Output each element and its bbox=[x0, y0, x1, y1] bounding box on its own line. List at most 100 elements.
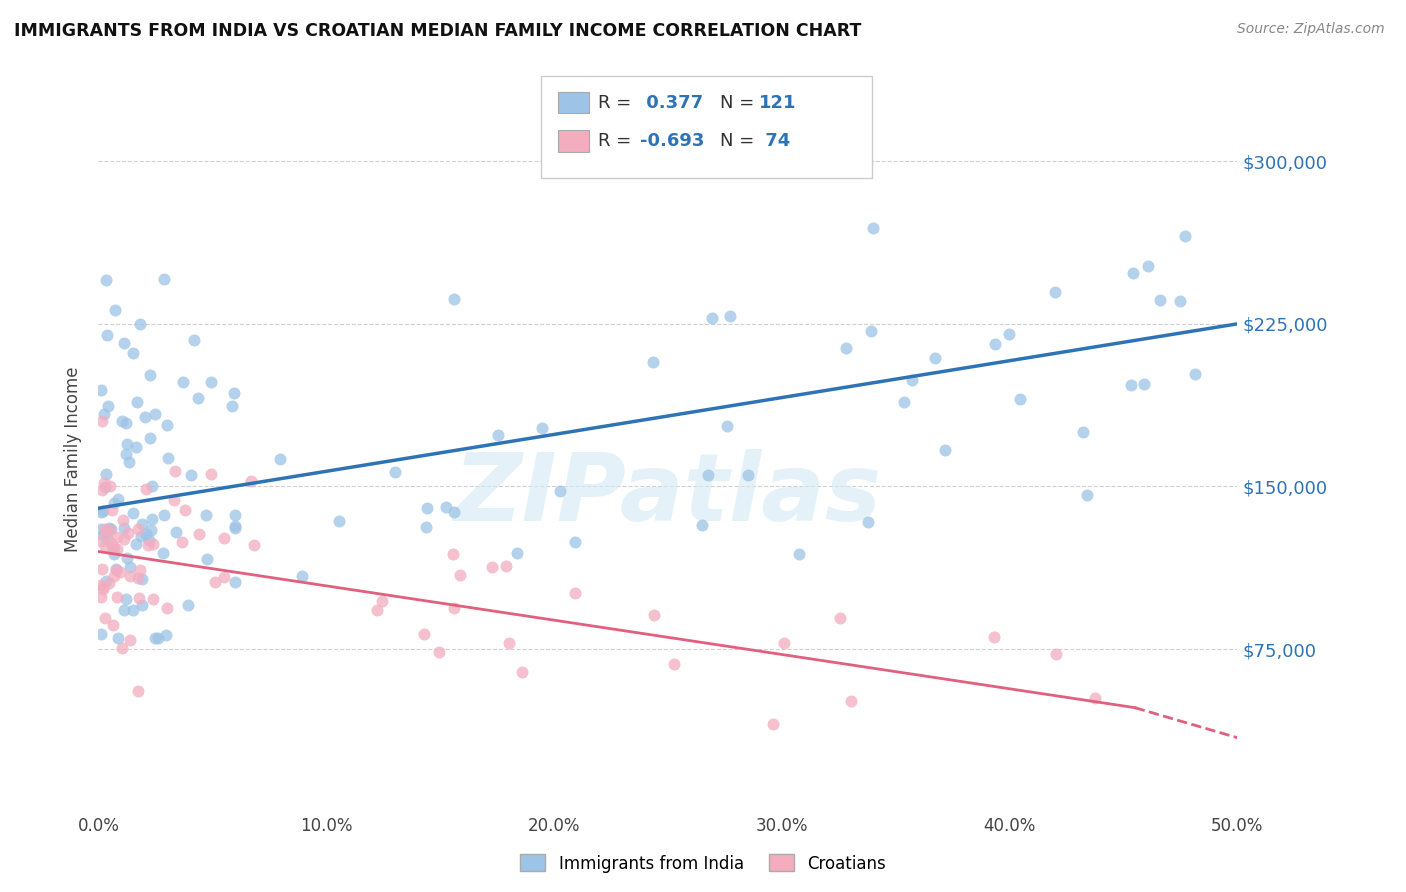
Point bbox=[641, 355, 664, 369]
Point bbox=[1132, 377, 1154, 392]
Point bbox=[110, 566, 132, 580]
Point bbox=[548, 483, 571, 498]
Point bbox=[105, 542, 128, 557]
Point bbox=[893, 394, 915, 409]
Point bbox=[118, 455, 141, 469]
Point bbox=[139, 368, 162, 383]
Point bbox=[153, 508, 176, 522]
Point bbox=[94, 273, 117, 287]
Point bbox=[101, 542, 124, 557]
Text: R =: R = bbox=[598, 132, 637, 150]
Point bbox=[101, 502, 124, 516]
Text: R =: R = bbox=[598, 94, 637, 112]
Point bbox=[112, 602, 135, 616]
Point bbox=[862, 221, 884, 235]
Point bbox=[1084, 691, 1107, 706]
Point bbox=[187, 391, 209, 405]
Point bbox=[112, 521, 135, 535]
Point bbox=[115, 591, 138, 606]
Point bbox=[118, 632, 141, 647]
Point bbox=[103, 569, 125, 583]
Point bbox=[924, 351, 946, 365]
Point bbox=[291, 569, 314, 583]
Point bbox=[141, 478, 163, 492]
Point bbox=[90, 591, 112, 605]
Point bbox=[860, 324, 883, 338]
Point bbox=[103, 496, 125, 510]
Point bbox=[200, 376, 222, 390]
Point bbox=[96, 467, 118, 481]
Point bbox=[129, 563, 152, 577]
Point bbox=[93, 475, 115, 490]
Point bbox=[120, 569, 142, 583]
Point bbox=[243, 538, 266, 552]
Point bbox=[90, 414, 112, 428]
Point bbox=[128, 317, 150, 331]
Point bbox=[103, 303, 125, 318]
Point bbox=[224, 521, 246, 535]
Point bbox=[441, 547, 464, 561]
Point bbox=[449, 568, 471, 582]
Point bbox=[143, 632, 166, 646]
Point bbox=[239, 474, 262, 488]
Point bbox=[498, 635, 520, 649]
Point bbox=[1045, 285, 1067, 299]
Point bbox=[138, 533, 160, 547]
Point bbox=[105, 530, 128, 544]
Point bbox=[416, 501, 439, 516]
Point bbox=[155, 627, 177, 641]
Point bbox=[983, 630, 1005, 644]
Point bbox=[1045, 648, 1067, 662]
Point bbox=[692, 517, 714, 532]
Point bbox=[107, 632, 129, 646]
Point bbox=[94, 480, 117, 494]
Point bbox=[125, 394, 148, 409]
Point bbox=[697, 467, 720, 482]
Point bbox=[1184, 367, 1206, 381]
Point bbox=[115, 447, 138, 461]
Point bbox=[117, 526, 139, 541]
Point bbox=[94, 526, 117, 541]
Point bbox=[195, 508, 218, 522]
Point bbox=[564, 586, 586, 600]
Point bbox=[366, 603, 388, 617]
Point bbox=[152, 546, 174, 560]
Text: 74: 74 bbox=[759, 132, 790, 150]
Point bbox=[124, 440, 146, 454]
Text: Source: ZipAtlas.com: Source: ZipAtlas.com bbox=[1237, 22, 1385, 37]
Text: -0.693: -0.693 bbox=[640, 132, 704, 150]
Point bbox=[224, 518, 246, 533]
Point bbox=[94, 611, 117, 625]
Point bbox=[142, 592, 165, 607]
Point bbox=[122, 346, 145, 360]
Point bbox=[111, 414, 134, 428]
Point bbox=[94, 522, 117, 536]
Point bbox=[93, 407, 115, 421]
Point bbox=[506, 546, 529, 560]
Point bbox=[415, 520, 437, 534]
Point bbox=[174, 503, 197, 517]
Point bbox=[835, 341, 858, 355]
Point bbox=[103, 540, 125, 554]
Point bbox=[139, 431, 162, 445]
Point bbox=[900, 372, 922, 386]
Point bbox=[122, 602, 145, 616]
Point bbox=[97, 399, 120, 413]
Point bbox=[662, 657, 685, 671]
Y-axis label: Median Family Income: Median Family Income bbox=[65, 367, 83, 552]
Point bbox=[830, 610, 852, 624]
Point bbox=[773, 636, 796, 650]
Point bbox=[371, 594, 394, 608]
Point bbox=[934, 443, 956, 458]
Point bbox=[127, 522, 149, 536]
Point bbox=[141, 512, 163, 526]
Point bbox=[115, 416, 138, 430]
Point bbox=[163, 493, 186, 508]
Point bbox=[177, 599, 200, 613]
Point bbox=[115, 437, 138, 451]
Point bbox=[129, 529, 152, 543]
Point bbox=[101, 618, 124, 632]
Point bbox=[143, 407, 166, 421]
Point bbox=[135, 482, 157, 496]
Point bbox=[1076, 488, 1098, 502]
